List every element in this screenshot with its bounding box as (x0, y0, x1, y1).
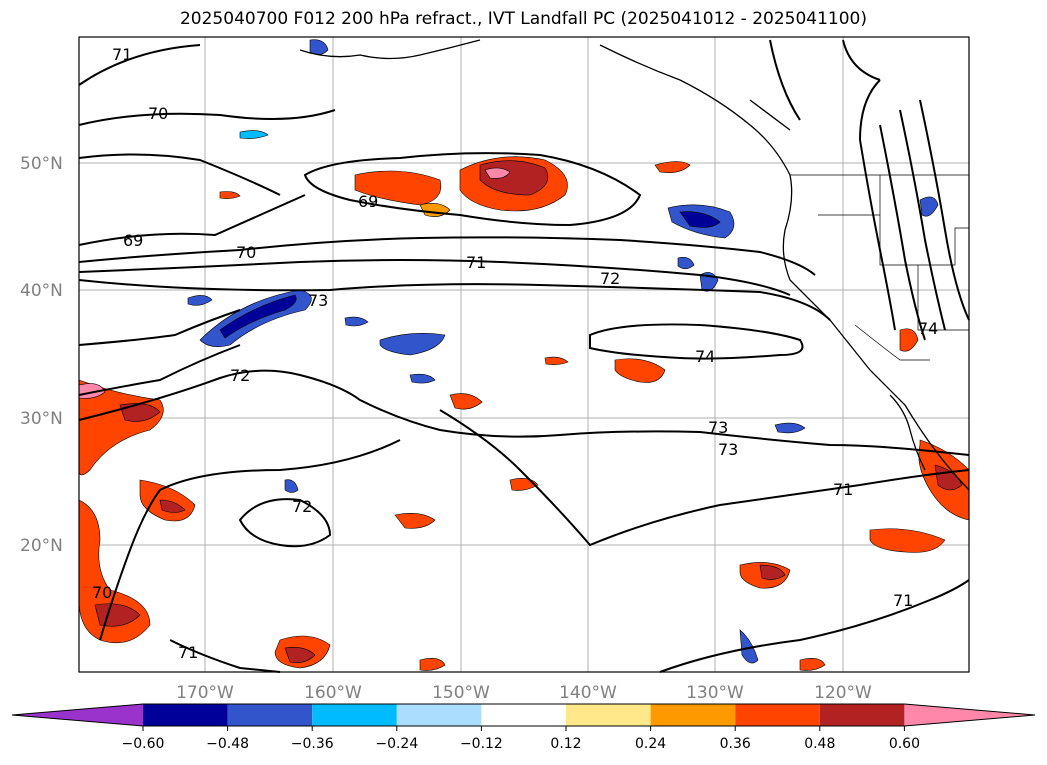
coastline (299, 39, 970, 491)
lon-label-130w: 130°W (686, 683, 744, 703)
colorbar: −0.60 −0.48 −0.36 −0.24 −0.12 0.12 0.24 0.36 0.4… (11, 703, 1036, 752)
contour-label: 71 (466, 253, 486, 272)
positive-anomaly-fill (78, 156, 970, 671)
contour-label: 73 (308, 291, 328, 310)
contour-label: 74 (918, 319, 938, 338)
lon-label-150w: 150°W (432, 683, 490, 703)
colorbar-tick-label: −0.60 (122, 736, 165, 752)
contour-label: 71 (112, 45, 132, 64)
contour-label: 72 (600, 269, 620, 288)
contour-label: 72 (292, 497, 312, 516)
contour-labels: 71 70 69 69 70 71 72 73 74 74 72 73 73 7… (92, 45, 938, 662)
colorbar-tick-label: −0.24 (375, 736, 418, 752)
contour-label: 71 (893, 591, 913, 610)
graticule (79, 37, 969, 672)
map-title: 2025040700 F012 200 hPa refract., IVT La… (179, 9, 867, 29)
lon-label-120w: 120°W (814, 683, 872, 703)
contour-label: 72 (230, 366, 250, 385)
contour-label: 69 (358, 192, 378, 211)
contour-label: 70 (92, 583, 112, 602)
colorbar-segment (650, 704, 736, 726)
colorbar-tick-label: 0.24 (635, 736, 666, 752)
colorbar-tick-label: 0.48 (804, 736, 835, 752)
contour-label: 73 (708, 418, 728, 437)
colorbar-segment (227, 704, 313, 726)
map-panel: 71 70 69 69 70 71 72 73 74 74 72 73 73 7… (78, 36, 970, 673)
contour-label: 70 (236, 243, 256, 262)
colorbar-tick-label: 0.12 (550, 736, 581, 752)
lat-label-50n: 50°N (20, 154, 63, 174)
colorbar-tick-label: −0.36 (291, 736, 334, 752)
map-border (78, 36, 970, 673)
refractivity-contours (78, 39, 970, 673)
contour-label: 69 (123, 231, 143, 250)
boundaries (790, 174, 969, 361)
lat-label-20n: 20°N (20, 536, 63, 556)
lon-label-140w: 140°W (559, 683, 617, 703)
contour-label: 70 (148, 104, 168, 123)
colorbar-tick-label: −0.48 (206, 736, 249, 752)
lat-label-40n: 40°N (20, 281, 63, 301)
colorbar-extend-min (12, 704, 143, 726)
contour-label: 71 (833, 480, 853, 499)
lon-label-160w: 160°W (304, 683, 362, 703)
colorbar-segment (735, 704, 820, 726)
longitude-labels: 170°W 160°W 150°W 140°W 130°W 120°W (176, 683, 872, 703)
contour-label: 71 (178, 643, 198, 662)
colorbar-segment (819, 704, 905, 726)
colorbar-segment (143, 704, 228, 726)
colorbar-segment (312, 704, 397, 726)
negative-anomaly-fill (187, 39, 939, 664)
colorbar-tick-label: 0.60 (889, 736, 920, 752)
colorbar-extend-max (904, 704, 1035, 726)
contour-label: 74 (695, 347, 715, 366)
colorbar-segment (481, 704, 566, 726)
colorbar-segment (566, 704, 651, 726)
contour-label: 73 (718, 440, 738, 459)
latitude-labels: 50°N 40°N 30°N 20°N (20, 154, 63, 556)
colorbar-segment (396, 704, 482, 726)
colorbar-tick-label: −0.12 (460, 736, 503, 752)
lat-label-30n: 30°N (20, 409, 63, 429)
colorbar-tick-label: 0.36 (720, 736, 751, 752)
lon-label-170w: 170°W (176, 683, 234, 703)
